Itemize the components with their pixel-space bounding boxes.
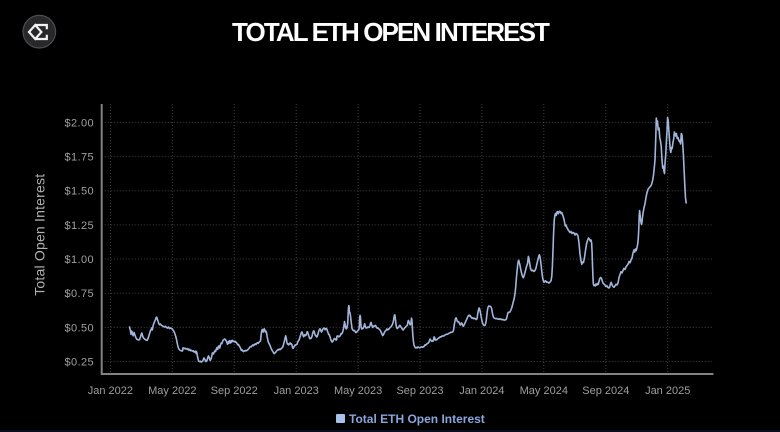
svg-text:Sep 2023: Sep 2023 (396, 385, 443, 397)
svg-text:Sep 2024: Sep 2024 (582, 385, 629, 397)
svg-text:$1.00: $1.00 (64, 254, 94, 266)
svg-text:Jan 2022: Jan 2022 (88, 385, 133, 397)
svg-text:$1.25: $1.25 (64, 220, 94, 232)
svg-text:Jan 2025: Jan 2025 (645, 385, 690, 397)
svg-text:Sep 2022: Sep 2022 (211, 385, 258, 397)
svg-text:May 2023: May 2023 (334, 385, 382, 397)
svg-text:$0.25: $0.25 (64, 356, 94, 368)
svg-text:$2.00: $2.00 (64, 117, 94, 129)
svg-text:Jan 2023: Jan 2023 (274, 385, 319, 397)
svg-text:Total Open Interest: Total Open Interest (32, 174, 48, 296)
svg-text:TOTAL ETH OPEN INTEREST: TOTAL ETH OPEN INTEREST (232, 17, 550, 47)
svg-text:$1.75: $1.75 (64, 152, 94, 164)
svg-text:Total ETH Open Interest: Total ETH Open Interest (349, 412, 485, 426)
svg-text:May 2024: May 2024 (520, 385, 568, 397)
svg-text:Jan 2024: Jan 2024 (459, 385, 504, 397)
svg-text:$1.50: $1.50 (64, 186, 94, 198)
svg-text:$0.50: $0.50 (64, 322, 94, 334)
svg-text:$0.75: $0.75 (64, 288, 94, 300)
svg-text:May 2022: May 2022 (148, 385, 196, 397)
